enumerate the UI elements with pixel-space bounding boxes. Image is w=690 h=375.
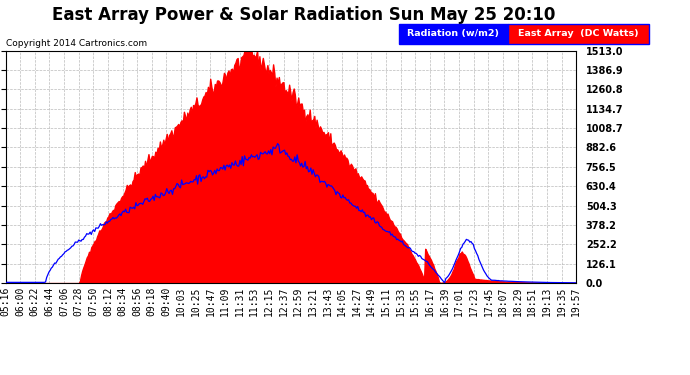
Text: East Array Power & Solar Radiation Sun May 25 20:10: East Array Power & Solar Radiation Sun M… (52, 6, 555, 24)
Text: 19:57: 19:57 (571, 287, 581, 316)
Text: 08:34: 08:34 (117, 287, 128, 316)
Text: 18:51: 18:51 (527, 287, 538, 316)
Text: 15:33: 15:33 (395, 287, 406, 316)
Text: 07:06: 07:06 (59, 287, 69, 316)
Text: 14:49: 14:49 (366, 287, 376, 316)
Text: 06:00: 06:00 (15, 287, 25, 316)
Text: Radiation (w/m2): Radiation (w/m2) (407, 30, 500, 39)
Text: 14:05: 14:05 (337, 287, 347, 316)
Text: 19:35: 19:35 (557, 287, 566, 316)
Text: 18:29: 18:29 (513, 287, 522, 316)
Text: 08:12: 08:12 (103, 287, 113, 316)
Text: 13:43: 13:43 (322, 287, 333, 316)
Text: 17:01: 17:01 (454, 287, 464, 316)
Text: 10:25: 10:25 (190, 287, 201, 316)
Text: 10:03: 10:03 (176, 287, 186, 316)
Text: East Array  (DC Watts): East Array (DC Watts) (518, 30, 639, 39)
Text: 12:37: 12:37 (279, 287, 288, 316)
Text: 11:53: 11:53 (249, 287, 259, 316)
Text: 13:21: 13:21 (308, 287, 318, 316)
Text: 15:11: 15:11 (381, 287, 391, 316)
Text: 06:22: 06:22 (30, 287, 40, 316)
Text: 09:18: 09:18 (147, 287, 157, 316)
Text: 19:13: 19:13 (542, 287, 552, 316)
Text: Copyright 2014 Cartronics.com: Copyright 2014 Cartronics.com (6, 39, 147, 48)
Text: 14:27: 14:27 (352, 287, 362, 316)
Text: 16:39: 16:39 (440, 287, 449, 316)
Text: 08:56: 08:56 (132, 287, 142, 316)
Text: 09:40: 09:40 (161, 287, 172, 316)
Text: 16:17: 16:17 (425, 287, 435, 316)
Text: 12:15: 12:15 (264, 287, 274, 316)
Text: 10:47: 10:47 (206, 287, 215, 316)
Text: 11:09: 11:09 (220, 287, 230, 316)
Text: 11:31: 11:31 (235, 287, 245, 316)
Text: 07:28: 07:28 (74, 287, 83, 316)
Text: 12:59: 12:59 (293, 287, 303, 316)
Text: 15:55: 15:55 (410, 287, 420, 316)
Text: 18:07: 18:07 (498, 287, 508, 316)
Text: 05:16: 05:16 (1, 287, 10, 316)
Text: 17:45: 17:45 (484, 287, 493, 316)
Text: 06:44: 06:44 (44, 287, 55, 316)
Text: 07:50: 07:50 (88, 287, 98, 316)
Text: 17:23: 17:23 (469, 287, 479, 316)
